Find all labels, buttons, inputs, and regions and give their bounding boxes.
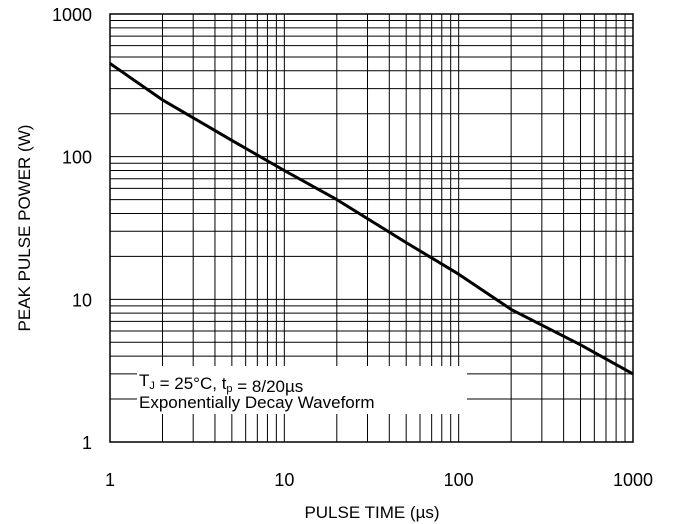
plot-border bbox=[109, 13, 634, 443]
series bbox=[109, 62, 634, 376]
annotation-text: Exponentially Decay Waveform bbox=[139, 393, 375, 412]
x-axis-label: PULSE TIME (µs) bbox=[304, 503, 439, 522]
x-tick-label: 1000 bbox=[613, 470, 653, 490]
y-tick-label: 1 bbox=[82, 433, 92, 453]
plot-frame bbox=[109, 13, 634, 443]
series-line bbox=[109, 62, 634, 376]
annotation-subscript: J bbox=[149, 380, 155, 392]
annotation-line: TJ = 25°C, tp = 8/20µs bbox=[139, 371, 303, 396]
y-axis-label: PEAK PULSE POWER (W) bbox=[15, 125, 34, 332]
annotation-text: = 25°C, t bbox=[155, 374, 227, 393]
x-tick-label: 10 bbox=[274, 470, 294, 490]
annotation-text: T bbox=[139, 371, 149, 390]
annotation-background bbox=[137, 366, 467, 414]
annotation-line: Exponentially Decay Waveform bbox=[139, 393, 375, 412]
x-tick-label: 1 bbox=[105, 470, 115, 490]
y-tick-label: 10 bbox=[72, 290, 92, 310]
y-tick-label: 1000 bbox=[52, 5, 92, 25]
y-tick-label: 100 bbox=[62, 148, 92, 168]
annotation-subscript: p bbox=[226, 383, 232, 395]
x-tick-label: 100 bbox=[444, 470, 474, 490]
tick-labels: 1 10 100 1000 1 10 100 1000 bbox=[52, 5, 653, 490]
annotation-text: = 8/20µs bbox=[233, 377, 304, 396]
